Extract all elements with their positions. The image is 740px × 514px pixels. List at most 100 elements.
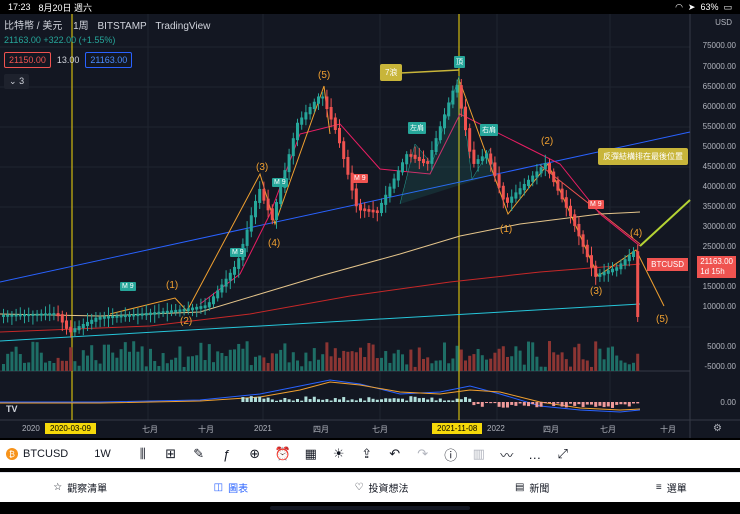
draw-icon[interactable]: ✎ <box>193 446 205 461</box>
y-tick: 55000.00 <box>702 122 736 131</box>
volume-bar <box>560 352 564 371</box>
candle-body <box>27 313 31 317</box>
add-icon[interactable]: ⊕ <box>249 446 261 461</box>
macd-bar <box>363 400 367 402</box>
redo-icon[interactable]: ↷ <box>417 446 429 461</box>
volume-bar <box>65 360 68 371</box>
right-shoulder-label[interactable]: 右肩 <box>480 124 498 136</box>
wave-label[interactable]: (4) <box>268 238 281 249</box>
bar-chart-icon[interactable]: ▥ <box>472 446 485 461</box>
volume-bar <box>73 361 77 371</box>
volume-bar <box>543 366 547 371</box>
volume-bar <box>245 341 249 371</box>
candle-body <box>300 117 304 125</box>
volume-bar <box>23 362 26 371</box>
volume-bar <box>233 349 236 371</box>
grid-icon[interactable]: ▦ <box>304 446 317 461</box>
currency-label[interactable]: USD <box>715 18 732 27</box>
candle-body <box>522 184 526 191</box>
fullscreen-icon[interactable]: ⤢ <box>557 446 568 461</box>
wave-label[interactable]: (5) <box>318 70 331 81</box>
symbol-title[interactable]: 比特幣 / 美元 <box>4 21 63 32</box>
volume-bar <box>144 366 148 371</box>
candle-body <box>594 265 598 277</box>
undo-icon[interactable]: ↶ <box>389 446 401 461</box>
wave-label[interactable]: (5) <box>656 314 669 325</box>
candle-body <box>52 313 56 316</box>
interval-selector[interactable]: 1W <box>94 448 111 460</box>
last-price-tag: 21163.00 1d 15h <box>697 256 736 278</box>
info-icon[interactable]: ⓘ <box>444 447 458 463</box>
home-indicator <box>270 506 470 510</box>
macd-bar <box>489 402 493 404</box>
volume-bar <box>31 341 35 371</box>
wave-label[interactable]: (3) <box>256 162 269 173</box>
y-tick: 30000.00 <box>702 222 736 231</box>
x-tick: 2021 <box>254 424 272 433</box>
volume-bar <box>611 346 614 371</box>
note-callout[interactable]: 反彈結構排在最後位置 <box>598 148 688 165</box>
interval-label[interactable]: 1周 <box>73 21 89 32</box>
candle-body <box>598 273 602 277</box>
x-tick: 四月 <box>313 425 329 434</box>
volume-bar <box>585 360 589 371</box>
top-label[interactable]: 頂 <box>454 56 465 68</box>
share-icon[interactable]: ⇪ <box>361 446 373 461</box>
nav-menu[interactable]: ≡ 選單 <box>656 480 687 495</box>
volume-bar <box>548 341 551 371</box>
symbol-selector[interactable]: ₿ BTCUSD <box>6 448 68 460</box>
status-time: 17:23 <box>8 2 31 12</box>
indicator-toggle[interactable]: ⌄ 3 <box>4 74 30 89</box>
trend-icon[interactable]: 〰 <box>500 447 514 463</box>
nav-chart[interactable]: ◫ 圖表 <box>214 480 248 495</box>
tradingview-logo-icon: TV <box>6 404 18 414</box>
candle-body <box>44 313 47 316</box>
macd-bar <box>325 399 329 402</box>
alarm-icon[interactable]: ⏰ <box>274 446 291 461</box>
macd-bar <box>480 402 484 407</box>
sell-price-button[interactable]: 21150.00 <box>4 52 51 68</box>
macd-bar <box>522 402 526 406</box>
candle-body <box>312 101 316 109</box>
chart-area[interactable]: 比特幣 / 美元 1周 BITSTAMP TradingView 21163.0… <box>0 14 740 438</box>
volume-bar <box>77 365 81 371</box>
macd-bar <box>434 400 438 402</box>
macd-bar <box>375 399 379 402</box>
volume-bar <box>18 354 22 371</box>
volume-bar <box>527 341 530 371</box>
function-icon[interactable]: ƒ <box>223 446 231 462</box>
candle-type-icon[interactable]: ⫼ <box>139 446 146 461</box>
y-tick: 10000.00 <box>702 302 736 311</box>
wave-label[interactable]: (3) <box>590 286 603 297</box>
candle-body <box>501 185 505 200</box>
nav-news[interactable]: ▤ 新聞 <box>515 480 549 495</box>
gear-icon[interactable]: ⚙ <box>713 423 722 434</box>
candle-body <box>556 180 560 191</box>
volume-bar <box>497 348 501 371</box>
price-chart-canvas[interactable] <box>0 14 740 438</box>
nav-watchlist[interactable]: ☆ 觀察清單 <box>53 480 107 495</box>
candle-body <box>338 128 341 144</box>
macd-bar <box>510 402 514 405</box>
lightbulb-icon[interactable]: ☀ <box>332 446 345 461</box>
time-axis[interactable]: 2020 2020-03-09 七月 十月 2021 四月 七月 2021-11… <box>0 420 690 438</box>
macd-bar <box>380 399 383 402</box>
wave7-callout[interactable]: 7浪 <box>380 64 403 81</box>
candle-body <box>380 202 383 213</box>
battery-level: 63% <box>700 2 719 12</box>
macd-bar <box>426 399 430 402</box>
wave-label[interactable]: (1) <box>166 280 179 291</box>
indicators-icon[interactable]: ⊞ <box>165 446 177 461</box>
left-shoulder-label[interactable]: 左肩 <box>408 122 426 134</box>
wave-label[interactable]: (1) <box>500 224 513 235</box>
buy-price-button[interactable]: 21163.00 <box>85 52 133 68</box>
macd-bar <box>535 402 539 408</box>
wave-label[interactable]: (2) <box>180 316 193 327</box>
volume-bar <box>338 357 341 371</box>
more-icon[interactable]: … <box>528 446 542 462</box>
wave-label[interactable]: (4) <box>630 228 643 239</box>
macd-bar <box>514 402 518 406</box>
wave-label[interactable]: (2) <box>541 136 554 147</box>
volume-bar <box>438 360 442 371</box>
nav-ideas[interactable]: ♡ 投資想法 <box>355 480 409 495</box>
